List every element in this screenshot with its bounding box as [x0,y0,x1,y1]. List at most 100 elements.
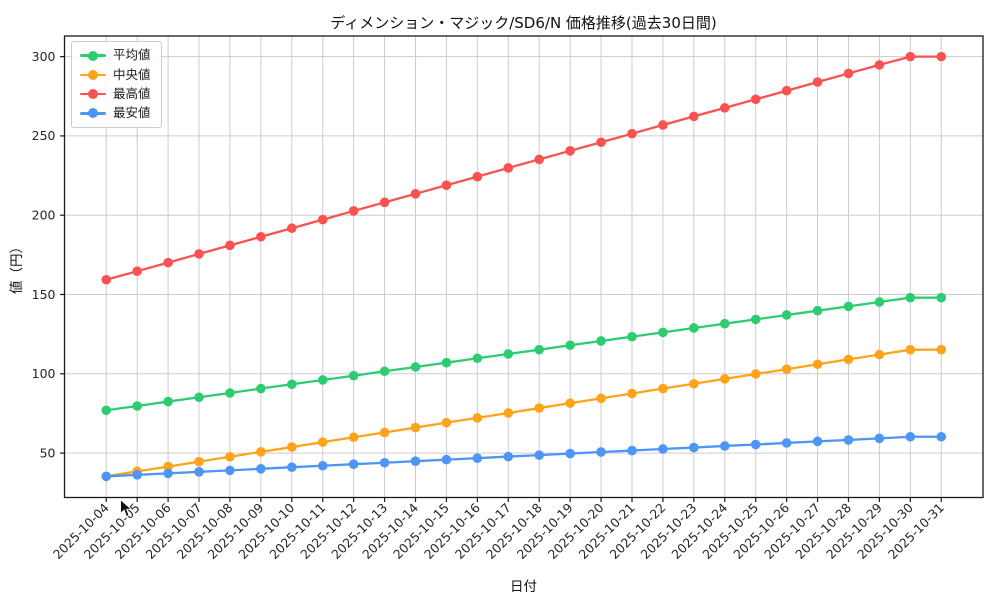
series-marker-3 [348,459,359,469]
series-marker-0 [410,362,421,372]
y-tick-label: 150 [32,287,56,302]
legend-item: 最高値 [80,85,155,103]
series-marker-0 [596,336,606,346]
series-marker-2 [750,94,761,105]
series-line-0 [105,296,943,412]
series-marker-3 [658,444,668,454]
series-marker-0 [812,305,823,316]
y-tick-label: 200 [32,208,56,223]
series-marker-3 [256,463,266,474]
series-marker-3 [287,462,297,473]
legend: 平均値 中央値 最高値 最安値 [71,41,162,128]
y-tick-label: 300 [32,49,56,64]
series-marker-2 [936,51,947,62]
series-marker-2 [194,249,204,259]
series-marker-3 [596,447,606,457]
series-marker-2 [503,163,514,173]
series-marker-1 [534,403,545,413]
series-marker-0 [101,405,112,416]
series-marker-1 [627,388,637,399]
series-marker-3 [565,448,575,459]
series-marker-2 [534,154,545,165]
series-marker-2 [441,180,452,191]
series-marker-2 [874,60,885,70]
series-marker-1 [812,359,823,370]
series-marker-3 [936,431,947,442]
series-marker-1 [256,447,266,457]
legend-label: 最高値 [113,85,151,101]
series-marker-3 [781,438,792,448]
legend-item: 平均値 [80,47,155,65]
series-marker-0 [503,349,514,359]
series-line-2 [105,55,943,281]
series-marker-2 [163,257,173,268]
series-marker-1 [287,442,297,452]
series-marker-1 [905,344,916,355]
series-marker-0 [534,344,545,355]
series-marker-0 [627,331,637,342]
y-tick-label: 100 [32,366,56,381]
series-marker-2 [225,240,235,251]
series-marker-3 [163,468,173,479]
series-marker-3 [410,456,421,466]
series-marker-1 [163,461,173,472]
series-marker-3 [905,431,916,442]
series-marker-1 [441,417,452,428]
series-line-1 [105,348,943,478]
series-marker-0 [225,388,235,398]
series-marker-1 [936,344,947,355]
series-marker-0 [874,297,885,307]
series-marker-0 [843,301,854,312]
series-marker-1 [348,432,359,443]
series-marker-3 [689,442,699,453]
series-marker-2 [689,111,699,122]
series-marker-1 [194,456,204,467]
series-marker-2 [719,103,730,113]
series-marker-3 [843,435,854,445]
series-marker-1 [503,408,514,418]
legend-marker-icon [80,89,106,100]
series-marker-3 [812,436,823,447]
series-marker-2 [596,137,606,148]
series-marker-0 [750,314,761,325]
series-marker-3 [379,457,390,468]
series-marker-2 [410,188,421,199]
series-marker-1 [874,349,885,360]
series-marker-3 [472,453,483,463]
series-marker-2 [905,51,916,62]
series-marker-3 [503,451,514,462]
series-marker-2 [101,274,112,285]
series-marker-2 [132,266,142,276]
legend-marker-icon [80,69,106,80]
series-marker-3 [225,465,235,476]
y-tick-label: 250 [32,128,56,143]
series-marker-3 [534,450,545,460]
series-marker-2 [565,146,575,156]
series-marker-0 [936,292,947,303]
legend-marker-icon [80,50,106,61]
series-marker-2 [812,77,823,87]
series-marker-3 [441,454,452,465]
series-marker-0 [658,327,668,338]
series-marker-1 [750,369,761,379]
series-marker-0 [132,401,142,411]
legend-marker-icon [80,108,106,119]
plot-border [63,35,984,499]
series-marker-2 [627,128,637,139]
series-marker-1 [781,364,792,374]
series-marker-1 [596,393,606,404]
series-marker-3 [627,445,637,456]
series-marker-3 [874,433,885,444]
series-marker-0 [565,340,575,351]
series-marker-3 [101,471,112,482]
series-marker-2 [317,214,328,225]
series-marker-1 [565,398,575,408]
legend-item: 中央値 [80,66,155,84]
legend-label: 平均値 [113,47,151,63]
series-marker-1 [843,354,854,365]
series-marker-0 [905,292,916,303]
y-axis-label: 値（円） [9,240,25,294]
series-line-3 [105,435,943,478]
